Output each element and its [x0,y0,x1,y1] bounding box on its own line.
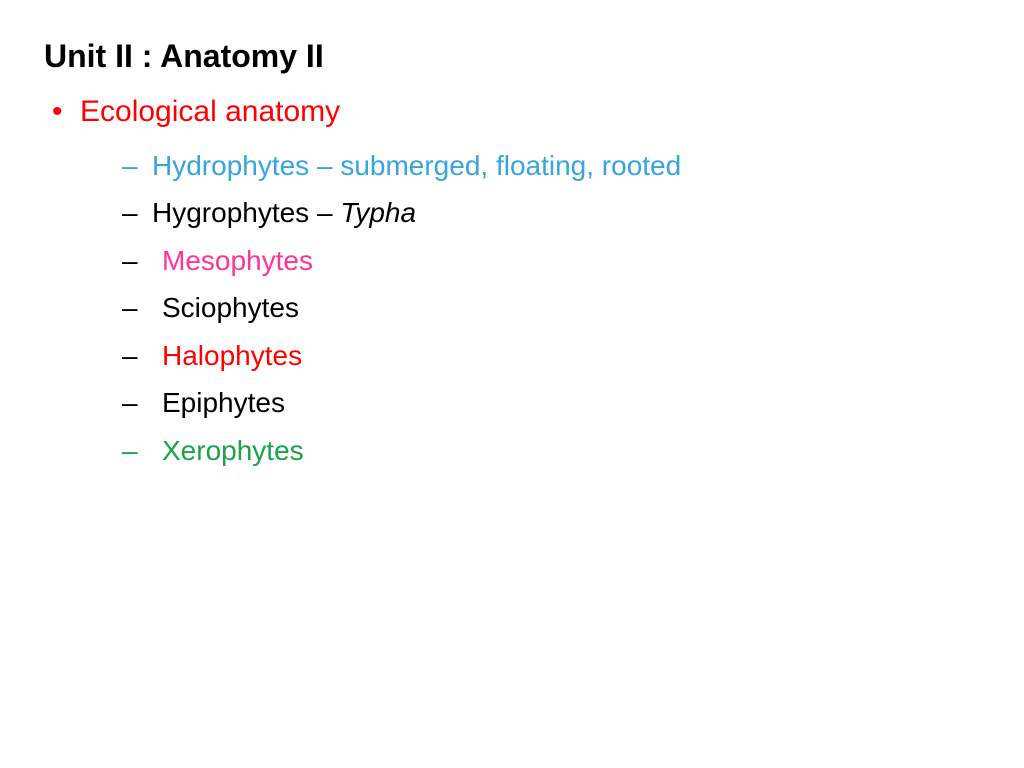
level2-text: Sciophytes [152,292,299,323]
level1-text: Ecological anatomy [80,95,340,128]
level2-italic: Typha [340,197,416,228]
level2-item: Hygrophytes – Typha [122,189,980,237]
level2-item: Mesophytes [122,237,980,285]
level2-text: Epiphytes [152,387,285,418]
level2-item: Hydrophytes – submerged, floating, roote… [122,142,980,190]
level1-item: Ecological anatomy Hydrophytes – submerg… [44,89,980,475]
level2-text: Halophytes [152,340,302,371]
level2-item: Sciophytes [122,284,980,332]
level2-item: Halophytes [122,332,980,380]
level2-text: Hydrophytes – submerged, floating, roote… [152,150,681,181]
level2-item: Epiphytes [122,379,980,427]
level1-list: Ecological anatomy Hydrophytes – submerg… [44,89,980,475]
level2-text: Hygrophytes – [152,197,340,228]
level2-list: Hydrophytes – submerged, floating, roote… [80,142,980,475]
level2-text: Mesophytes [152,245,313,276]
level2-item: Xerophytes [122,427,980,475]
slide-title: Unit II : Anatomy II [44,38,980,75]
level2-text: Xerophytes [152,435,304,466]
